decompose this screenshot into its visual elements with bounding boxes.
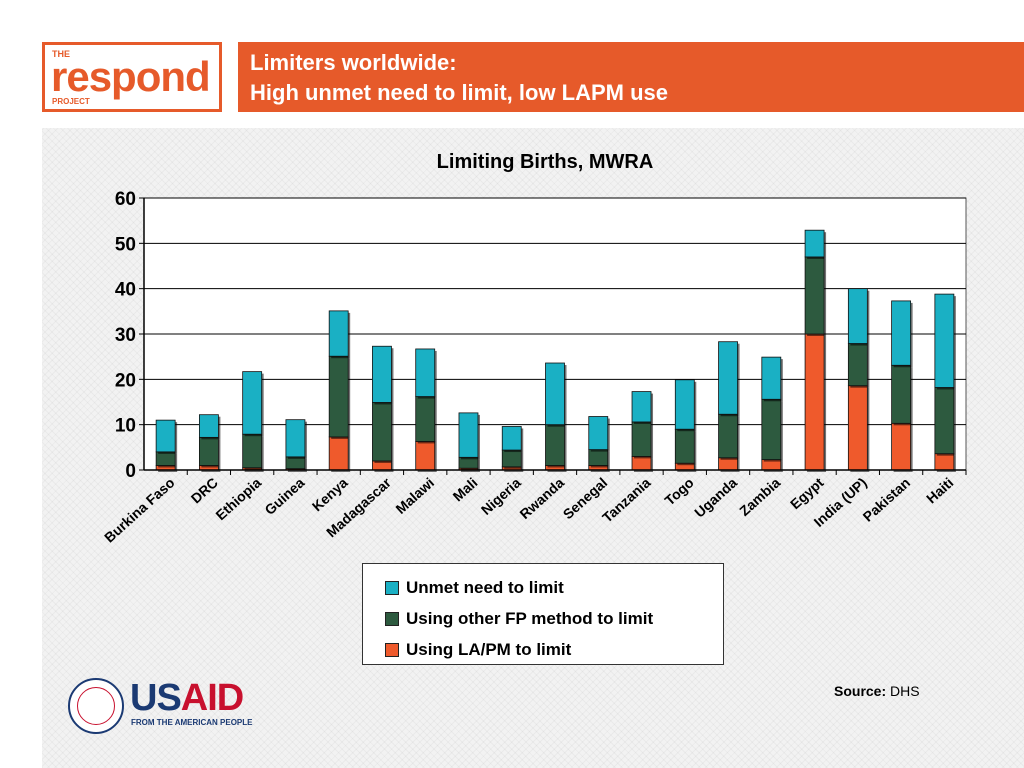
x-tick-label: Haiti xyxy=(923,474,956,506)
slide-title-line1: Limiters worldwide: xyxy=(250,50,457,75)
bar-segment xyxy=(242,371,263,435)
bar-segment xyxy=(328,310,349,357)
y-tick-label: 50 xyxy=(115,234,136,255)
legend-item-lapm: Using LA/PM to limit xyxy=(385,634,723,665)
bar-segment xyxy=(631,421,652,457)
bar-shadow xyxy=(460,470,480,472)
x-tick-label: Ethiopia xyxy=(212,474,264,523)
bar-segment xyxy=(501,449,522,468)
bar-segment xyxy=(761,356,782,400)
bar-segment xyxy=(415,441,436,471)
legend-swatch-other-fp xyxy=(385,611,399,626)
y-tick-label: 10 xyxy=(115,416,136,437)
bar-segment xyxy=(372,345,392,403)
logo-the-text: THE xyxy=(52,49,70,59)
x-tick-label: Malawi xyxy=(392,474,437,517)
bar-segment xyxy=(847,343,868,387)
legend-item-unmet: Unmet need to limit xyxy=(385,572,723,603)
bar-segment xyxy=(242,433,263,469)
y-tick-label: 20 xyxy=(115,370,136,391)
usaid-tagline: FROM THE AMERICAN PEOPLE xyxy=(131,718,253,727)
legend-item-other-fp: Using other FP method to limit xyxy=(385,603,723,634)
bar-segment xyxy=(847,288,868,344)
x-tick-label: Egypt xyxy=(787,474,827,512)
logo-project-text: PROJECT xyxy=(52,97,90,106)
bar-segment xyxy=(674,379,695,430)
usaid-logo: USAID FROM THE AMERICAN PEOPLE xyxy=(68,676,263,738)
usaid-seal-icon xyxy=(68,678,124,734)
bar-segment xyxy=(718,341,738,415)
bar-segment xyxy=(891,422,912,471)
bar-segment xyxy=(501,426,522,451)
source-note: Source: DHS xyxy=(834,683,920,699)
bar-shadow xyxy=(244,469,264,472)
legend-label-unmet: Unmet need to limit xyxy=(406,577,564,597)
bar-segment xyxy=(847,385,868,471)
legend-label-other-fp: Using other FP method to limit xyxy=(406,608,654,628)
bar-segment xyxy=(891,364,912,424)
bar-segment xyxy=(155,451,176,466)
legend-label-lapm: Using LA/PM to limit xyxy=(406,639,572,659)
legend-swatch-lapm xyxy=(385,642,399,657)
y-tick-label: 40 xyxy=(115,280,136,301)
bar-segment xyxy=(198,414,219,438)
bar-segment xyxy=(588,449,609,466)
legend-swatch-unmet xyxy=(385,580,399,595)
bar-segment xyxy=(415,348,436,397)
source-value: DHS xyxy=(890,683,920,699)
x-tick-label: Tanzania xyxy=(599,474,654,525)
slide-title-line2: High unmet need to limit, low LAPM use xyxy=(250,80,669,105)
bar-segment xyxy=(198,436,219,466)
bar-segment xyxy=(415,396,436,442)
bar-shadow xyxy=(287,470,307,472)
x-tick-label: Mali xyxy=(450,474,481,504)
bar-segment xyxy=(631,391,652,423)
bar-segment xyxy=(804,333,825,471)
x-tick-label: DRC xyxy=(188,474,221,506)
x-tick-label: Zambia xyxy=(736,474,783,519)
x-tick-label: Uganda xyxy=(691,474,740,520)
bar-segment xyxy=(804,256,825,335)
x-tick-label: Rwanda xyxy=(516,474,567,522)
bar-segment xyxy=(588,416,609,450)
bar-segment xyxy=(328,436,349,471)
respond-logo: THE respond PROJECT xyxy=(42,42,222,112)
bar-segment xyxy=(934,453,955,471)
x-tick-label: Pakistan xyxy=(860,474,914,524)
bar-segment xyxy=(328,355,349,438)
x-tick-label: Togo xyxy=(661,474,696,508)
chart-legend: Unmet need to limit Using other FP metho… xyxy=(362,563,724,665)
bar-segment xyxy=(891,300,912,366)
bar-segment xyxy=(804,229,825,258)
bar-segment xyxy=(761,398,782,460)
usaid-wordmark: USAID xyxy=(130,677,244,719)
logo-wordmark: respond xyxy=(51,53,211,100)
bar-segment xyxy=(718,413,738,459)
x-tick-label: Guinea xyxy=(261,474,307,518)
y-tick-label: 30 xyxy=(115,325,136,346)
x-tick-label: Burkina Faso xyxy=(101,474,178,545)
bar-segment xyxy=(934,293,955,388)
bar-segment xyxy=(372,402,392,462)
title-bar: Limiters worldwide: High unmet need to l… xyxy=(238,42,1024,112)
bar-segment xyxy=(285,419,306,458)
y-tick-label: 60 xyxy=(115,189,136,210)
bar-segment xyxy=(631,455,652,471)
bar-segment xyxy=(674,428,695,464)
bar-segment xyxy=(458,412,479,458)
bar-segment xyxy=(155,419,176,453)
bar-segment xyxy=(934,387,955,455)
bar-segment xyxy=(545,362,565,426)
bar-segment xyxy=(545,424,565,466)
source-label: Source: xyxy=(834,683,887,699)
chart-title: Limiting Births, MWRA xyxy=(437,151,654,173)
y-tick-label: 0 xyxy=(125,461,136,482)
